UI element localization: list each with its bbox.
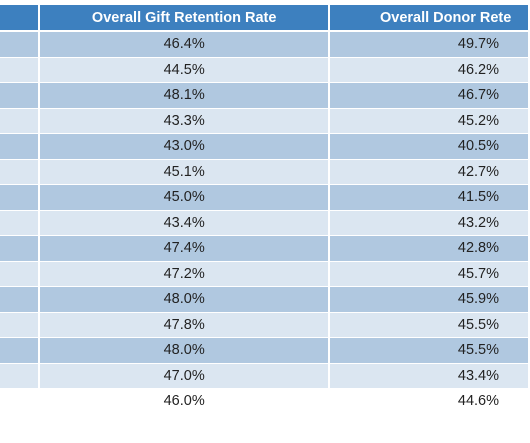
row-label-cell <box>0 261 39 287</box>
donor-retention-rate-cell: 45.5% <box>329 312 528 338</box>
gift-retention-rate-cell: 48.1% <box>40 83 328 109</box>
gift-retention-rate-cell: 44.5% <box>40 57 328 83</box>
donor-retention-rate-cell: 40.5% <box>329 134 528 160</box>
row-label-cell <box>0 134 39 160</box>
gift-retention-rate-cell: 48.0% <box>40 287 328 313</box>
row-label-cell <box>0 236 39 262</box>
table-row: 48.1% 46.7% <box>0 83 528 109</box>
donor-retention-rate-cell: 46.2% <box>329 57 528 83</box>
row-label-cell <box>0 108 39 134</box>
donor-retention-rate-cell: 42.8% <box>329 236 528 262</box>
retention-table-container: Overall Gift Retention Rate Overall Dono… <box>0 5 530 415</box>
donor-retention-rate-cell: 45.9% <box>329 287 528 313</box>
gift-retention-rate-cell: 45.0% <box>40 185 328 211</box>
gift-retention-rate-cell: 43.4% <box>40 210 328 236</box>
table-row: 45.0% 41.5% <box>0 185 528 211</box>
donor-retention-rate-cell: 46.7% <box>329 83 528 109</box>
header-donor-retention-rate: Overall Donor Rete <box>329 5 528 32</box>
table-row: 44.5% 46.2% <box>0 57 528 83</box>
row-label-cell <box>0 210 39 236</box>
donor-retention-rate-cell: 45.5% <box>329 338 528 364</box>
table-row: 43.0% 40.5% <box>0 134 528 160</box>
header-cell-label <box>0 5 39 32</box>
table-row: 45.1% 42.7% <box>0 159 528 185</box>
donor-retention-rate-cell: 45.7% <box>329 261 528 287</box>
gift-retention-rate-cell: 46.4% <box>40 32 328 58</box>
gift-retention-rate-cell: 47.4% <box>40 236 328 262</box>
row-label-cell <box>0 389 39 415</box>
header-gift-retention-rate: Overall Gift Retention Rate <box>40 5 328 32</box>
row-label-cell <box>0 57 39 83</box>
retention-table: Overall Gift Retention Rate Overall Dono… <box>0 5 530 415</box>
row-label-cell <box>0 338 39 364</box>
table-row: 46.4% 49.7% <box>0 32 528 58</box>
donor-retention-rate-cell: 41.5% <box>329 185 528 211</box>
donor-retention-rate-cell: 45.2% <box>329 108 528 134</box>
gift-retention-rate-cell: 43.3% <box>40 108 328 134</box>
table-row: 48.0% 45.5% <box>0 338 528 364</box>
gift-retention-rate-cell: 43.0% <box>40 134 328 160</box>
table-row: 46.0% 44.6% <box>0 389 528 415</box>
donor-retention-rate-cell: 49.7% <box>329 32 528 58</box>
row-label-cell <box>0 185 39 211</box>
table-row: 43.3% 45.2% <box>0 108 528 134</box>
donor-retention-rate-cell: 44.6% <box>329 389 528 415</box>
row-label-cell <box>0 287 39 313</box>
gift-retention-rate-cell: 45.1% <box>40 159 328 185</box>
donor-retention-rate-cell: 42.7% <box>329 159 528 185</box>
row-label-cell <box>0 83 39 109</box>
row-label-cell <box>0 32 39 58</box>
row-label-cell <box>0 159 39 185</box>
table-row: 47.8% 45.5% <box>0 312 528 338</box>
row-label-cell <box>0 312 39 338</box>
donor-retention-rate-cell: 43.4% <box>329 363 528 389</box>
gift-retention-rate-cell: 47.2% <box>40 261 328 287</box>
table-row: 43.4% 43.2% <box>0 210 528 236</box>
gift-retention-rate-cell: 46.0% <box>40 389 328 415</box>
table-body: 46.4% 49.7% 44.5% 46.2% 48.1% 46.7% 43.3% 45.2%… <box>0 32 528 415</box>
table-row: 48.0% 45.9% <box>0 287 528 313</box>
row-label-cell <box>0 363 39 389</box>
gift-retention-rate-cell: 48.0% <box>40 338 328 364</box>
donor-retention-rate-cell: 43.2% <box>329 210 528 236</box>
table-row: 47.0% 43.4% <box>0 363 528 389</box>
table-row: 47.2% 45.7% <box>0 261 528 287</box>
table-header-row: Overall Gift Retention Rate Overall Dono… <box>0 5 528 32</box>
gift-retention-rate-cell: 47.8% <box>40 312 328 338</box>
gift-retention-rate-cell: 47.0% <box>40 363 328 389</box>
table-row: 47.4% 42.8% <box>0 236 528 262</box>
